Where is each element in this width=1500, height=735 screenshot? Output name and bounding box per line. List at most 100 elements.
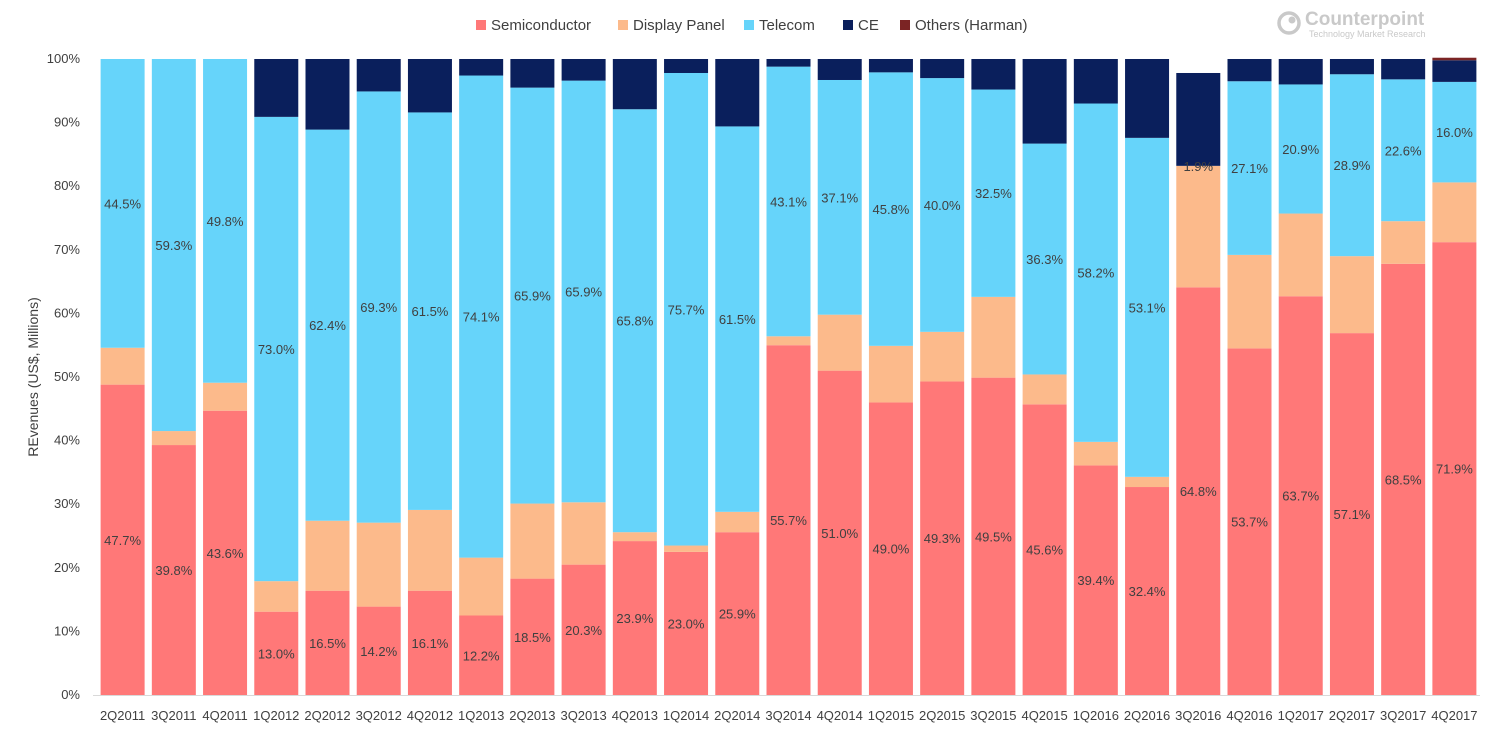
bar-segment-telecom bbox=[1329, 74, 1374, 257]
bar-segment-display-panel bbox=[1227, 254, 1272, 349]
bar-segment-display-panel bbox=[459, 557, 504, 616]
data-label-telecom: 61.5% bbox=[719, 312, 756, 327]
bar-segment-telecom bbox=[766, 66, 811, 337]
x-tick-label: 1Q2015 bbox=[868, 708, 914, 723]
bar-segment-ce bbox=[1278, 59, 1323, 85]
data-label-telecom: 62.4% bbox=[309, 318, 346, 333]
data-label-telecom: 74.1% bbox=[463, 310, 500, 325]
x-tick-label: 3Q2017 bbox=[1380, 708, 1426, 723]
bar-segment-display-panel bbox=[151, 431, 196, 446]
x-tick-label: 2Q2017 bbox=[1329, 708, 1375, 723]
bar-segment-display-panel bbox=[407, 509, 452, 591]
bar-segment-semiconductor bbox=[715, 532, 760, 695]
bar-segment-ce bbox=[254, 59, 299, 117]
data-label-telecom: 53.1% bbox=[1129, 300, 1166, 315]
bar-segment-telecom bbox=[407, 112, 452, 510]
data-label-telecom: 75.7% bbox=[668, 302, 705, 317]
x-tick-label: 4Q2014 bbox=[817, 708, 863, 723]
bar-segment-telecom bbox=[612, 109, 657, 533]
data-label-telecom: 20.9% bbox=[1282, 142, 1319, 157]
x-tick-label: 1Q2017 bbox=[1278, 708, 1324, 723]
legend-label-telecom: Telecom bbox=[759, 17, 815, 34]
data-label-semiconductor: 13.0% bbox=[258, 646, 295, 661]
x-tick-label: 3Q2016 bbox=[1175, 708, 1221, 723]
y-tick-label: 60% bbox=[54, 305, 80, 320]
y-tick-label: 0% bbox=[61, 687, 80, 702]
data-label-semiconductor: 16.1% bbox=[412, 636, 449, 651]
bar-segment-display-panel bbox=[715, 511, 760, 533]
x-tick-label: 4Q2011 bbox=[202, 708, 247, 723]
data-label-telecom: 37.1% bbox=[821, 190, 858, 205]
data-label-telecom: 65.9% bbox=[565, 284, 602, 299]
data-label-telecom: 32.5% bbox=[975, 186, 1012, 201]
bar-segment-semiconductor bbox=[203, 410, 248, 695]
bar-segment-ce bbox=[1381, 59, 1426, 80]
bar-segment-ce bbox=[971, 59, 1016, 90]
bar-segment-ce bbox=[1432, 60, 1477, 82]
x-tick-label: 2Q2015 bbox=[919, 708, 965, 723]
bar-segment-display-panel bbox=[305, 520, 350, 591]
bar-segment-display-panel bbox=[612, 532, 657, 542]
data-label-telecom: 22.6% bbox=[1385, 143, 1422, 158]
x-tick-label: 4Q2013 bbox=[612, 708, 658, 723]
bar-segment-ce bbox=[1073, 59, 1118, 104]
x-tick-label: 3Q2011 bbox=[151, 708, 196, 723]
bar-segment-ce bbox=[612, 59, 657, 110]
bar-segment-ce bbox=[817, 59, 862, 80]
bar-segment-semiconductor bbox=[971, 377, 1016, 695]
bar-segment-display-panel bbox=[1329, 256, 1374, 334]
data-label-telecom: 59.3% bbox=[155, 238, 192, 253]
bar-segment-display-panel bbox=[356, 522, 401, 607]
bar-segment-semiconductor bbox=[407, 590, 452, 695]
bar-segment-display-panel bbox=[203, 382, 248, 411]
y-tick-label: 80% bbox=[54, 178, 80, 193]
counterpoint-logo: Counterpoint Technology Market Research bbox=[1277, 9, 1426, 39]
bar-segment-display-panel bbox=[920, 331, 965, 382]
data-label-semiconductor: 47.7% bbox=[104, 533, 141, 548]
plot-area bbox=[100, 57, 1477, 695]
x-tick-label: 4Q2017 bbox=[1431, 708, 1477, 723]
bar-segment-display-panel bbox=[254, 581, 299, 612]
bar-segment-ce bbox=[1125, 59, 1170, 138]
data-label-telecom: 61.5% bbox=[412, 304, 449, 319]
bar-segment-telecom bbox=[510, 87, 555, 504]
y-tick-label: 50% bbox=[54, 369, 80, 384]
bar-segment-display-panel bbox=[1022, 374, 1067, 405]
bar-segment-telecom bbox=[715, 126, 760, 512]
data-label-semiconductor: 49.0% bbox=[873, 542, 910, 557]
bar-segment-semiconductor bbox=[1176, 287, 1221, 695]
data-label-telecom: 43.1% bbox=[770, 194, 807, 209]
bar-segment-telecom bbox=[305, 129, 350, 521]
data-label-semiconductor: 14.2% bbox=[360, 644, 397, 659]
logo-tagline: Technology Market Research bbox=[1309, 29, 1426, 39]
bar-segment-telecom bbox=[254, 116, 299, 582]
logo-mark-icon bbox=[1277, 11, 1301, 35]
bar-segment-semiconductor bbox=[1022, 404, 1067, 695]
bar-segment-telecom bbox=[664, 72, 709, 546]
bar-segment-semiconductor bbox=[305, 590, 350, 695]
data-label-semiconductor: 39.4% bbox=[1077, 573, 1114, 588]
bar-segment-semiconductor bbox=[254, 611, 299, 695]
x-axis: 2Q2011 3Q2011 4Q2011 1Q2012 2Q2012 3Q2012 4Q20… bbox=[93, 695, 1480, 723]
data-labels: 47.7% 44.5% 39.8% 59.3% 43.6% 49.8% 13.0% 73.0%… bbox=[104, 125, 1473, 663]
bar-segment-ce bbox=[1022, 59, 1067, 144]
legend-swatch-telecom bbox=[744, 20, 754, 30]
bar-segment-display-panel bbox=[1432, 182, 1477, 243]
bar-segment-semiconductor bbox=[612, 541, 657, 695]
data-label-semiconductor: 64.8% bbox=[1180, 484, 1217, 499]
legend-swatch-display-panel bbox=[618, 20, 628, 30]
chart-legend: Semiconductor Display Panel Telecom CE Other… bbox=[476, 17, 1028, 34]
x-tick-label: 2Q2013 bbox=[509, 708, 555, 723]
bar-segment-telecom bbox=[1381, 79, 1426, 222]
data-label-telecom: 73.0% bbox=[258, 342, 295, 357]
data-label-telecom: 16.0% bbox=[1436, 125, 1473, 140]
bar-segment-telecom bbox=[459, 75, 504, 558]
x-tick-label: 4Q2015 bbox=[1021, 708, 1067, 723]
data-label-telecom: 49.8% bbox=[207, 214, 244, 229]
data-label-telecom: 40.0% bbox=[924, 198, 961, 213]
bar-segment-display-panel bbox=[817, 314, 862, 371]
bar-segment-ce bbox=[766, 59, 811, 67]
data-label-semiconductor: 53.7% bbox=[1231, 515, 1268, 530]
y-tick-label: 40% bbox=[54, 433, 80, 448]
bar-segment-ce bbox=[868, 59, 913, 73]
